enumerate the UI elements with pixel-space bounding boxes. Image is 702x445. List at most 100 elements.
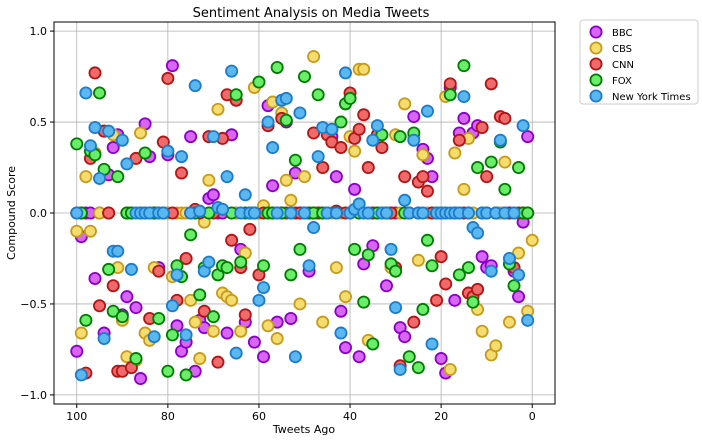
data-point (425, 337, 439, 351)
data-point (247, 206, 261, 220)
data-point (193, 204, 207, 218)
data-point (74, 326, 88, 340)
data-point (334, 304, 348, 318)
data-point (266, 179, 280, 193)
data-point (307, 50, 321, 64)
data-point (484, 155, 498, 169)
data-point (334, 326, 348, 340)
data-point (170, 268, 184, 282)
data-point (466, 295, 480, 309)
data-point (398, 330, 412, 344)
data-point (206, 188, 220, 202)
data-point (70, 344, 84, 358)
data-point (384, 242, 398, 256)
data-point (284, 312, 298, 326)
data-point (416, 148, 430, 162)
data-point (334, 141, 348, 155)
data-point (220, 326, 234, 340)
legend-marker (589, 25, 603, 39)
data-point (338, 66, 352, 80)
data-point (175, 150, 189, 164)
data-point (357, 108, 371, 122)
data-point (416, 206, 430, 220)
data-point (93, 299, 107, 313)
data-point (97, 332, 111, 346)
legend-label: FOX (612, 76, 632, 87)
data-point (270, 60, 284, 74)
legend-label: CBS (612, 44, 632, 55)
legend-label: New York Times (612, 92, 691, 103)
data-point (480, 170, 494, 184)
data-point (270, 332, 284, 346)
data-point (184, 130, 198, 144)
data-point (93, 86, 107, 100)
x-tick-label: 40 (343, 410, 357, 423)
data-point (348, 242, 362, 256)
data-point (225, 64, 239, 78)
data-point (297, 206, 311, 220)
data-point (74, 368, 88, 382)
data-point (188, 79, 202, 93)
data-point (206, 310, 220, 324)
data-point (115, 133, 129, 147)
data-point (484, 264, 498, 278)
data-point (420, 184, 434, 198)
data-point (457, 90, 471, 104)
data-point (352, 122, 366, 136)
data-point (243, 222, 257, 236)
data-point (471, 226, 485, 240)
data-point (293, 297, 307, 311)
data-point (389, 301, 403, 315)
data-point (152, 312, 166, 326)
data-point (393, 362, 407, 376)
data-point (416, 302, 430, 316)
data-point (329, 206, 343, 220)
data-point (79, 313, 93, 327)
y-tick-label: 0.0 (30, 207, 48, 220)
data-point (338, 290, 352, 304)
data-point (402, 350, 416, 364)
data-point (288, 153, 302, 167)
data-point (288, 350, 302, 364)
data-point (70, 224, 84, 238)
data-point (102, 262, 116, 276)
data-point (284, 193, 298, 207)
data-point (165, 328, 179, 342)
data-point (220, 261, 234, 275)
data-point (293, 242, 307, 256)
data-point (439, 277, 453, 291)
data-point (83, 139, 97, 153)
data-point (484, 77, 498, 91)
data-point (152, 264, 166, 278)
data-point (120, 290, 134, 304)
data-point (325, 122, 339, 136)
data-point (370, 119, 384, 133)
data-point (379, 206, 393, 220)
data-point (443, 88, 457, 102)
data-point (393, 130, 407, 144)
data-point (434, 352, 448, 366)
data-point (457, 182, 471, 196)
data-point (257, 281, 271, 295)
data-point (448, 293, 462, 307)
data-point (512, 268, 526, 282)
data-point (79, 170, 93, 184)
legend-marker (589, 73, 603, 87)
data-point (448, 146, 462, 160)
data-point (452, 133, 466, 147)
data-point (420, 104, 434, 118)
data-point (216, 202, 230, 216)
data-point (175, 166, 189, 180)
x-axis-label: Tweets Ago (272, 423, 335, 436)
data-point (343, 91, 357, 105)
data-point (338, 341, 352, 355)
data-point (234, 324, 248, 338)
data-point (366, 337, 380, 351)
data-point (457, 59, 471, 73)
data-point (357, 62, 371, 76)
x-tick-label: 100 (66, 410, 87, 423)
data-point (352, 350, 366, 364)
x-tick-label: 20 (434, 410, 448, 423)
